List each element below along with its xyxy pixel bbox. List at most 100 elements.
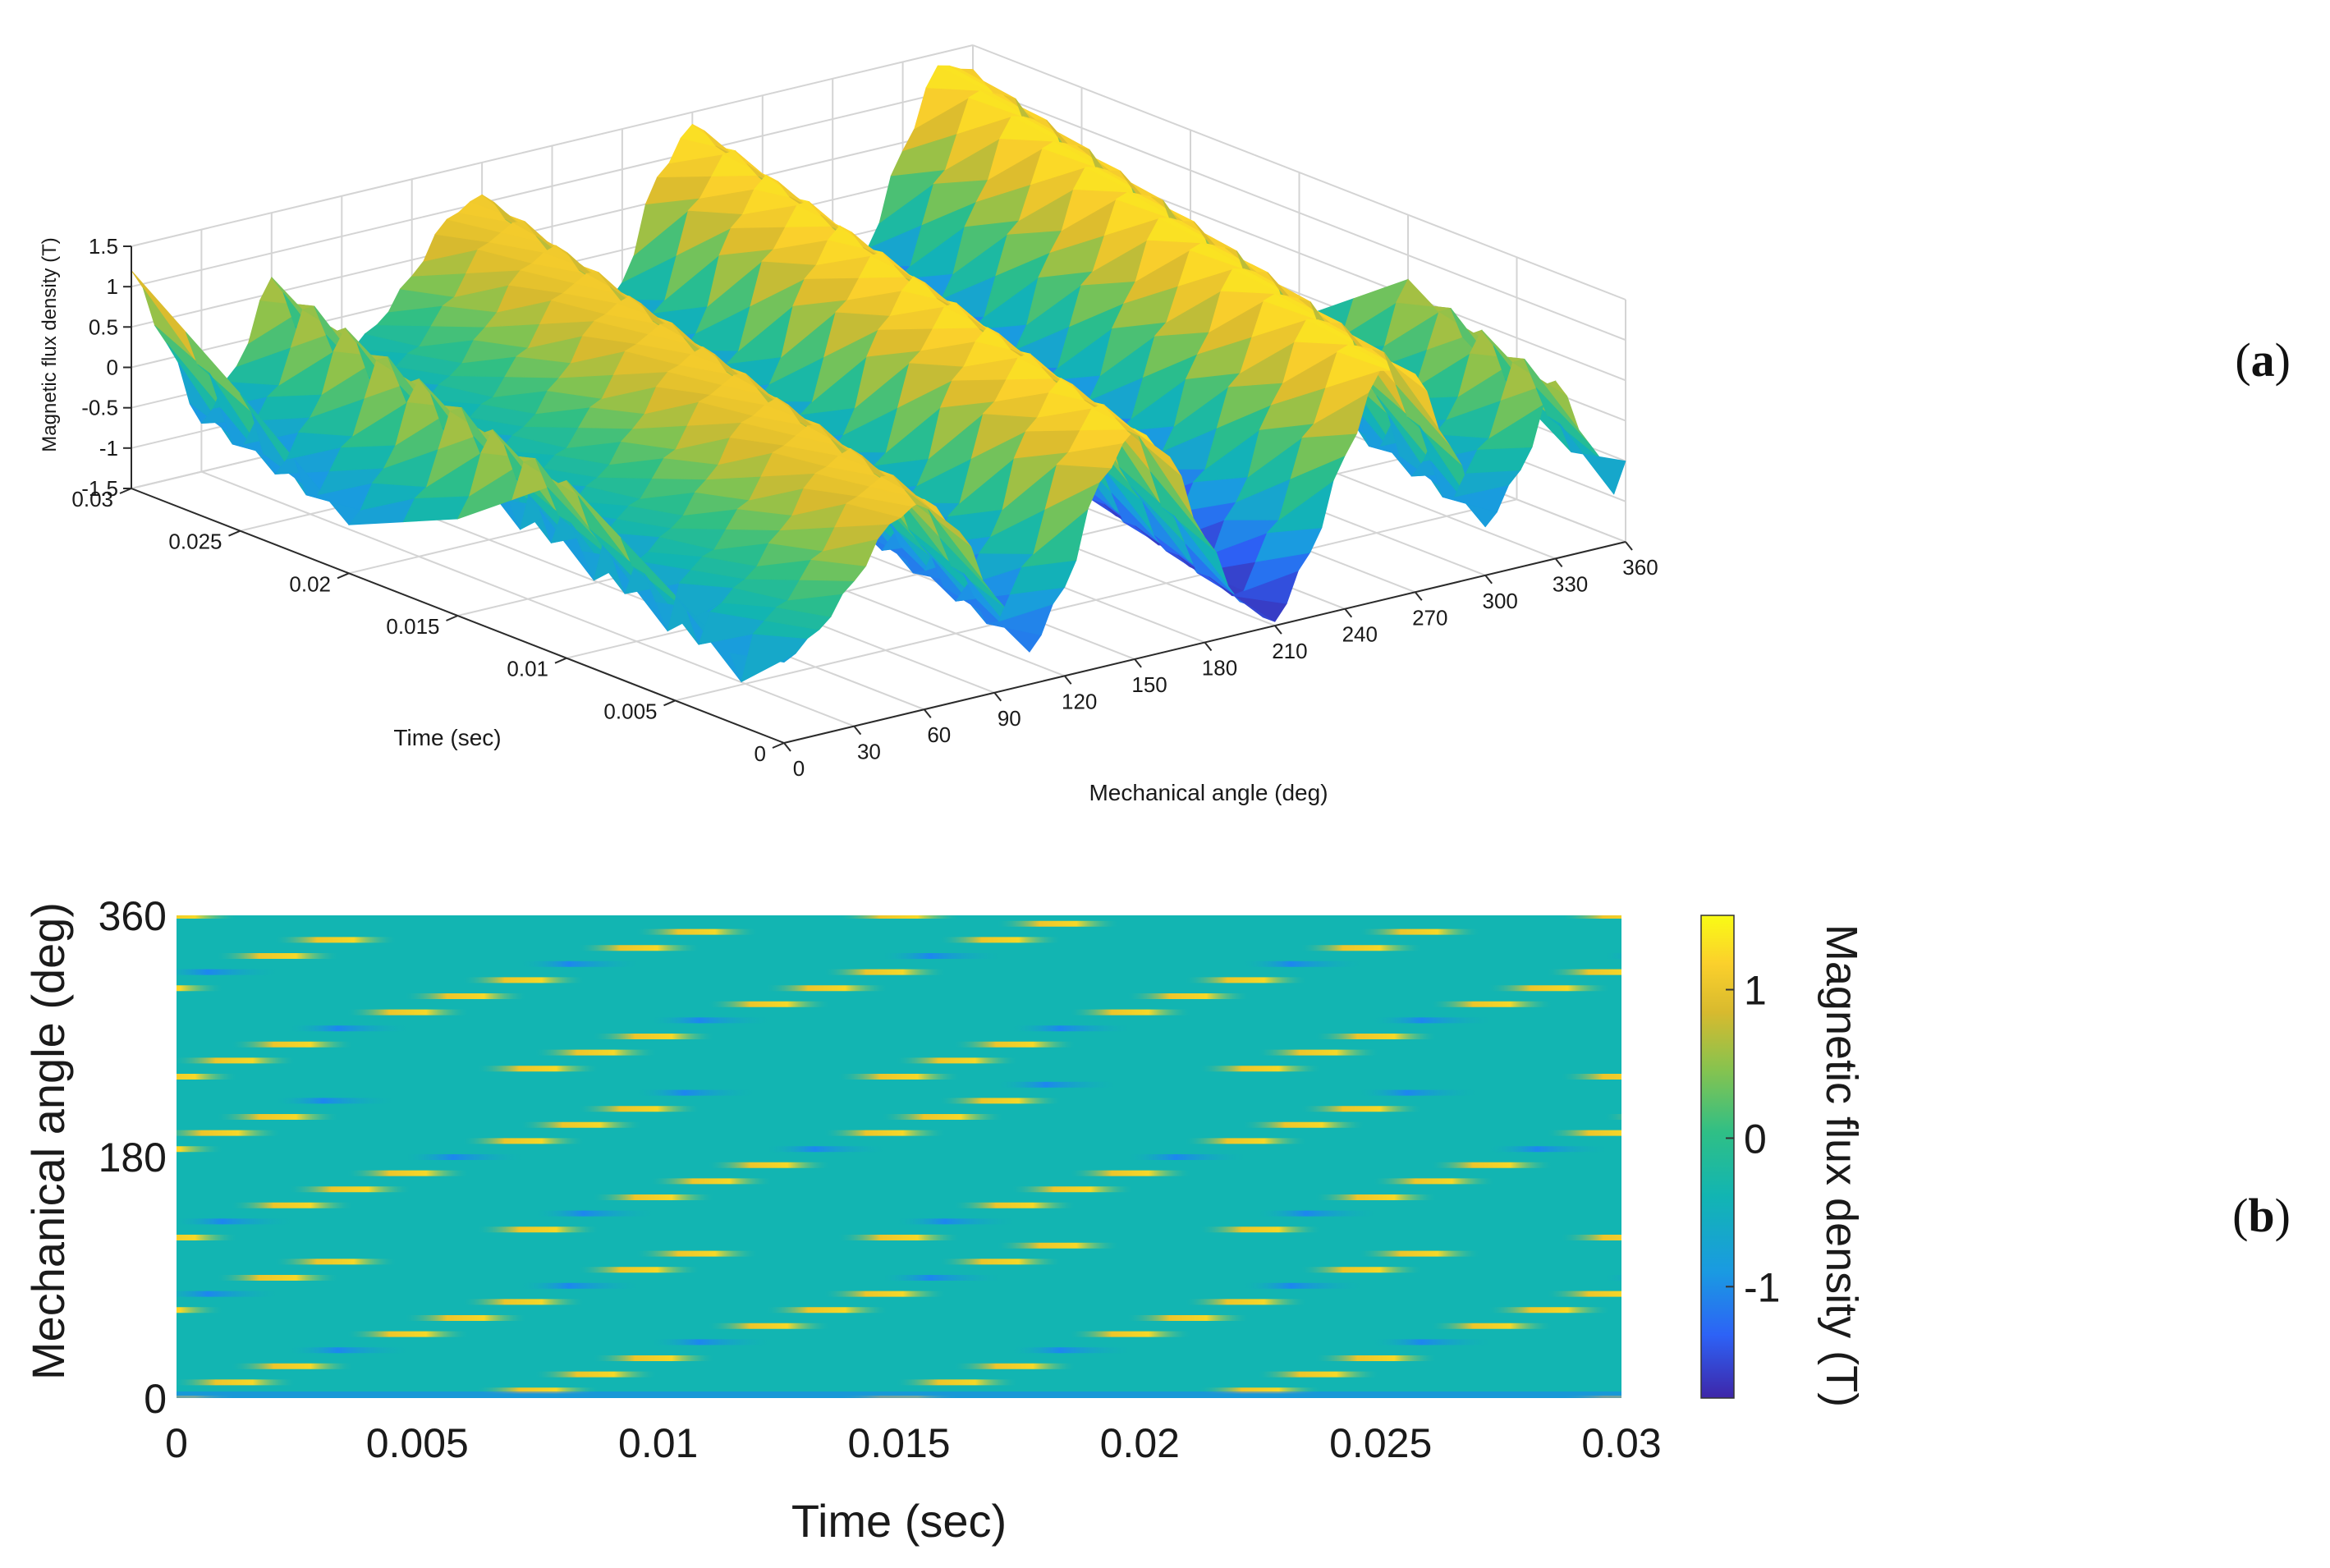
heatmap-stripe [288,1186,412,1193]
time-tick-label: 0.01 [507,657,548,681]
heatmap-background [177,915,1621,1398]
heatmap-stripe [519,1121,643,1128]
angle-tick-label: 180 [1202,656,1237,681]
heatmap-stripe [1184,977,1308,983]
heatmap-stripe [1603,1275,1621,1281]
angle-tick-mark [1554,557,1563,568]
heatmap-stripe [1314,1355,1438,1361]
heatmap-stripe [996,1081,1120,1088]
heatmap-stripe [837,915,961,919]
heatmap-bottom-band [177,1391,1621,1398]
angle-axis-label: Mechanical angle (deg) [1089,780,1328,805]
heatmap-stripe [177,1379,296,1386]
surface-patch [1559,423,1626,495]
heatmap-stripe [1429,1323,1553,1329]
z-tick-label: 1.5 [89,234,118,259]
angle-tick-mark [1625,541,1633,551]
heatmap-stripe [765,1146,888,1153]
heatmap-stripe [1676,1042,1799,1048]
heatmap-stripe [1676,1364,1799,1369]
colorbar [1700,915,1735,1399]
heatmap-stripe [2210,1146,2330,1152]
heatmap-stripe [952,1202,1076,1208]
heatmap-stripe [1921,1226,2044,1232]
heatmap-stripe [996,920,1120,927]
heatmap-stripe [1979,1372,2102,1378]
heatmap-stripe [577,945,701,951]
heatmap-stripe [404,1154,527,1160]
heatmap-stripe [2022,1267,2145,1272]
angle-tick-label: 120 [1062,689,1097,713]
heatmap-stripe [288,1025,412,1032]
heatmap-stripe [1256,1371,1380,1378]
heatmap-stripe [707,1001,831,1007]
angle-tick-label: 330 [1553,571,1588,596]
heatmap-stripe [895,1057,1019,1064]
heatmap-stripe [1256,1049,1380,1056]
heatmap-stripe [1011,1186,1135,1193]
heatmap-stripe [1372,1178,1496,1185]
heatmap-stripe [577,1106,701,1112]
heatmap-stripe [837,1074,961,1080]
heatmap-x-tick-label: 0.005 [366,1420,469,1466]
heatmap-stripe [765,1307,888,1314]
heatmap-stripe [177,915,238,919]
heatmap-stripes [177,905,2330,1398]
heatmap-stripe [1560,915,1621,919]
heatmap-stripe [591,1194,715,1200]
heatmap-stripe [404,993,527,999]
heatmap-stripe [1617,1379,1621,1386]
heatmap-stripe [1965,1122,2088,1128]
heatmap-stripe [952,1041,1076,1048]
heatmap-stripe [1357,1250,1481,1257]
heatmap-stripe [2153,1162,2276,1168]
angle-tick-mark [1204,641,1213,652]
heatmap-y-tick-label: 360 [99,893,167,939]
angle-tick-mark [993,692,1002,702]
angle-tick-label: 360 [1622,555,1658,580]
heatmap-stripe [177,985,224,992]
heatmap-stripe [177,1307,224,1314]
angle-tick-mark [1484,575,1493,585]
time-tick-label: 0.015 [386,614,439,639]
heatmap-stripe [2210,985,2330,991]
heatmap-stripe [1300,1106,1424,1112]
heatmap-stripe [2326,1114,2330,1120]
colorbar-tick-label: 0 [1744,1116,1767,1162]
heatmap-stripe [1676,1203,1799,1208]
heatmap-stripe [1603,1114,1621,1120]
heatmap-y-tick-label: 180 [99,1135,167,1181]
heatmap-stripe [2080,1090,2204,1096]
heatmap-stripe [707,1323,831,1329]
heatmap-x-tick-label: 0.02 [1100,1420,1180,1466]
angle-tick-mark [1344,608,1353,618]
heatmap-stripe [996,1242,1120,1249]
heatmap-stripe [1545,1291,1621,1297]
panel-a-label: (a) [2235,333,2291,387]
heatmap-stripe [1906,1138,2030,1144]
heatmap-stripe [2094,1339,2218,1345]
heatmap-stripe [461,977,585,983]
heatmap-stripe [1979,1211,2102,1217]
heatmap-stripe [880,1114,1004,1120]
heatmap-stripe [2326,1275,2330,1281]
heatmap-stripe [177,1130,282,1136]
heatmap-stripe [1199,1226,1322,1233]
heatmap-stripe [288,1347,412,1354]
heatmap-stripe [1068,1170,1192,1176]
panel-b-label-letter: b [2248,1189,2274,1242]
heatmap-stripe [346,1170,470,1176]
heatmap-stripe [2153,1002,2276,1007]
heatmap-stripe [1126,1154,1250,1160]
heatmap-stripe [2282,913,2330,919]
heatmap-stripe [2268,1130,2330,1136]
heatmap-stripe [1068,1331,1192,1337]
heatmap-stripe [1545,1130,1621,1136]
heatmap-stripe [1545,969,1621,975]
heatmap-stripe [1199,905,1322,910]
heatmap-stripe [649,1017,773,1024]
heatmap-stripe [1372,1017,1496,1024]
heatmap-stripe [1314,1194,1438,1200]
heatmap-stripe [404,1315,527,1321]
heatmap-stripe [1241,961,1365,967]
